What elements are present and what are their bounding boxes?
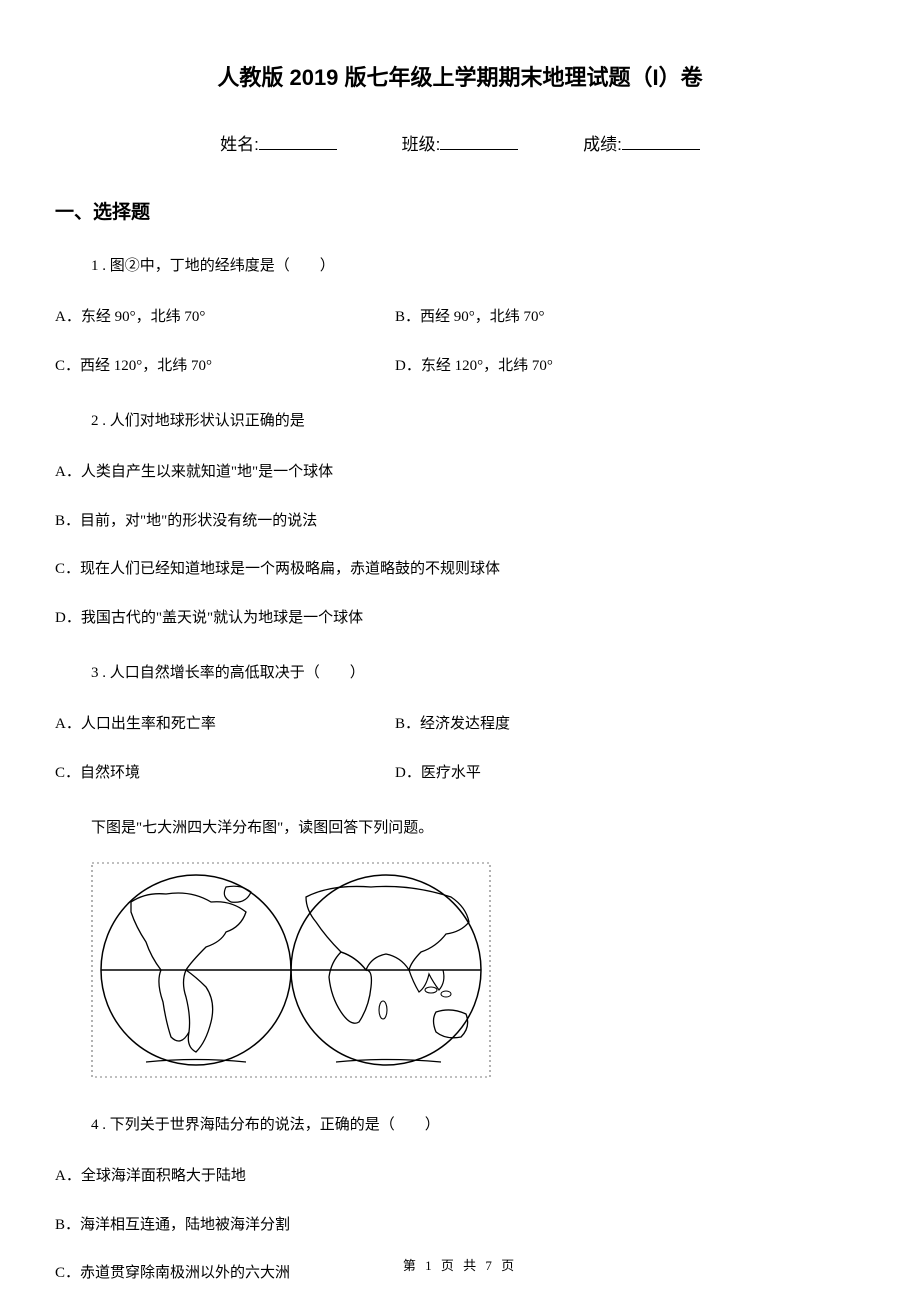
question-3: 3 . 人口自然增长率的高低取决于（ ） <box>55 661 865 685</box>
q2-option-d: D．我国古代的"盖天说"就认为地球是一个球体 <box>55 607 865 630</box>
q2-option-a: A．人类自产生以来就知道"地"是一个球体 <box>55 461 865 484</box>
question-4: 4 . 下列关于世界海陆分布的说法，正确的是（ ） <box>55 1113 865 1137</box>
world-map-figure <box>55 862 865 1083</box>
name-label: 姓名: <box>220 135 259 154</box>
name-blank <box>259 149 337 150</box>
q1-option-c: C．西经 120°，北纬 70° <box>55 355 395 378</box>
q1-option-b: B．西经 90°，北纬 70° <box>395 306 865 329</box>
q1-option-d: D．东经 120°，北纬 70° <box>395 355 865 378</box>
question-2: 2 . 人们对地球形状认识正确的是 <box>55 409 865 433</box>
class-label: 班级: <box>402 135 441 154</box>
page-footer: 第 1 页 共 7 页 <box>0 1255 920 1274</box>
q1-option-a: A．东经 90°，北纬 70° <box>55 306 395 329</box>
score-blank <box>622 149 700 150</box>
q2-option-c: C．现在人们已经知道地球是一个两极略扁，赤道略鼓的不规则球体 <box>55 558 865 581</box>
q4-option-a: A．全球海洋面积略大于陆地 <box>55 1165 865 1188</box>
world-hemispheres-map <box>91 862 491 1078</box>
score-label: 成绩: <box>583 135 622 154</box>
map-intro-text: 下图是"七大洲四大洋分布图"，读图回答下列问题。 <box>55 816 865 840</box>
exam-title: 人教版 2019 版七年级上学期期末地理试题（I）卷 <box>55 60 865 92</box>
student-info-row: 姓名: 班级: 成绩: <box>55 130 865 155</box>
q3-option-c: C．自然环境 <box>55 762 395 785</box>
q4-option-b: B．海洋相互连通，陆地被海洋分割 <box>55 1214 865 1237</box>
q3-option-a: A．人口出生率和死亡率 <box>55 713 395 736</box>
class-blank <box>440 149 518 150</box>
question-3-options: A．人口出生率和死亡率 B．经济发达程度 C．自然环境 D．医疗水平 <box>55 713 865 784</box>
q3-option-b: B．经济发达程度 <box>395 713 865 736</box>
question-1: 1 . 图②中，丁地的经纬度是（ ） <box>55 254 865 278</box>
section-header-1: 一、选择题 <box>55 197 865 224</box>
question-1-options: A．东经 90°，北纬 70° B．西经 90°，北纬 70° C．西经 120… <box>55 306 865 377</box>
q2-option-b: B．目前，对"地"的形状没有统一的说法 <box>55 510 865 533</box>
question-2-options: A．人类自产生以来就知道"地"是一个球体 B．目前，对"地"的形状没有统一的说法… <box>55 461 865 629</box>
q3-option-d: D．医疗水平 <box>395 762 865 785</box>
